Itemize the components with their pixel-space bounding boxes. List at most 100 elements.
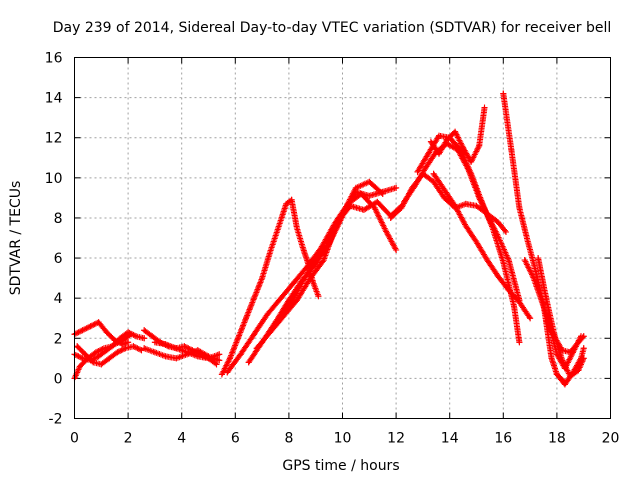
data-point — [253, 345, 260, 352]
plot-frame — [74, 57, 611, 419]
data-point — [125, 339, 132, 346]
series-sat-track-8 — [218, 196, 295, 378]
data-point — [505, 287, 512, 294]
series-sat-track-13 — [272, 184, 400, 326]
data-point — [435, 150, 442, 157]
series-sat-track-10 — [224, 190, 400, 376]
data-point — [379, 188, 386, 195]
series-sat-track-18 — [430, 170, 534, 322]
data-point — [543, 295, 550, 302]
data-point — [462, 200, 469, 207]
data-point — [277, 295, 284, 302]
data-point — [551, 333, 558, 340]
data-point — [218, 371, 225, 378]
data-point — [245, 359, 252, 366]
x-tick-label: 12 — [387, 431, 405, 447]
data-point — [307, 275, 314, 282]
data-point — [559, 347, 566, 354]
x-tick-label: 2 — [124, 431, 133, 447]
data-point — [553, 371, 560, 378]
data-point — [103, 347, 110, 354]
data-point — [559, 357, 566, 364]
y-tick-label: 6 — [54, 251, 63, 267]
data-point — [494, 218, 501, 225]
data-point — [352, 188, 359, 195]
x-tick-label: 16 — [494, 431, 512, 447]
data-point — [79, 355, 86, 362]
series-sat-track-7 — [151, 339, 223, 362]
data-point — [114, 349, 121, 356]
data-point — [320, 257, 327, 264]
data-point — [141, 327, 148, 334]
series-trace — [521, 257, 584, 372]
series-trace — [224, 190, 400, 376]
data-point — [427, 138, 434, 145]
data-point — [548, 355, 555, 362]
data-point — [283, 200, 290, 207]
data-point — [87, 323, 94, 330]
series-trace — [414, 132, 523, 346]
data-point — [293, 224, 300, 231]
y-axis-label: SDTVAR / TECUs — [8, 181, 24, 296]
series-sat-track-4 — [74, 343, 145, 368]
data-point — [76, 363, 83, 370]
series-sat-track-23 — [553, 345, 587, 388]
data-point — [103, 329, 110, 336]
x-tick-label: 10 — [334, 431, 352, 447]
data-point — [529, 273, 536, 280]
series-sat-track-16 — [414, 132, 523, 346]
y-tick-label: 0 — [54, 371, 63, 387]
x-tick-label: 4 — [177, 431, 186, 447]
grid-lines — [74, 57, 611, 419]
data-point — [151, 339, 158, 346]
data-point — [133, 333, 140, 340]
data-point — [494, 273, 501, 280]
data-point — [285, 303, 292, 310]
data-point — [312, 257, 319, 264]
data-point — [444, 136, 451, 143]
data-point — [299, 243, 306, 250]
data-point — [398, 204, 405, 211]
x-tick-label: 18 — [548, 431, 566, 447]
data-point — [326, 241, 333, 248]
data-point — [411, 182, 418, 189]
data-point — [414, 168, 421, 175]
data-point — [272, 319, 279, 326]
data-point — [122, 345, 129, 352]
data-point — [127, 331, 134, 338]
data-point — [543, 317, 550, 324]
data-point — [95, 353, 102, 360]
data-point — [452, 202, 459, 209]
data-point — [82, 351, 89, 358]
data-point — [111, 341, 118, 348]
x-tick-label: 20 — [602, 431, 620, 447]
data-point — [149, 333, 156, 340]
data-point — [141, 345, 148, 352]
data-point — [275, 224, 282, 231]
axis-ticks: 0 2 4 6 8 10 12 14 16 18 20 -2 0 2 4 6 8 10 12 14 16 — [45, 51, 620, 447]
data-point — [516, 204, 523, 211]
data-point — [441, 194, 448, 201]
data-point — [119, 337, 126, 344]
data-point — [382, 226, 389, 233]
data-point — [462, 222, 469, 229]
data-point — [484, 257, 491, 264]
data-point — [500, 259, 507, 266]
data-point — [259, 275, 266, 282]
data-point — [508, 146, 515, 153]
data-point — [299, 279, 306, 286]
data-point — [516, 339, 523, 346]
data-point — [106, 355, 113, 362]
data-point — [567, 349, 574, 356]
data-point — [580, 333, 587, 340]
y-tick-label: -2 — [49, 412, 63, 428]
y-tick-label: 10 — [45, 171, 63, 187]
data-point — [243, 315, 250, 322]
data-point — [393, 247, 400, 254]
data-point — [481, 104, 488, 111]
data-point — [422, 164, 429, 171]
data-point — [194, 353, 201, 360]
x-tick-label: 6 — [231, 431, 240, 447]
data-point — [500, 90, 507, 97]
